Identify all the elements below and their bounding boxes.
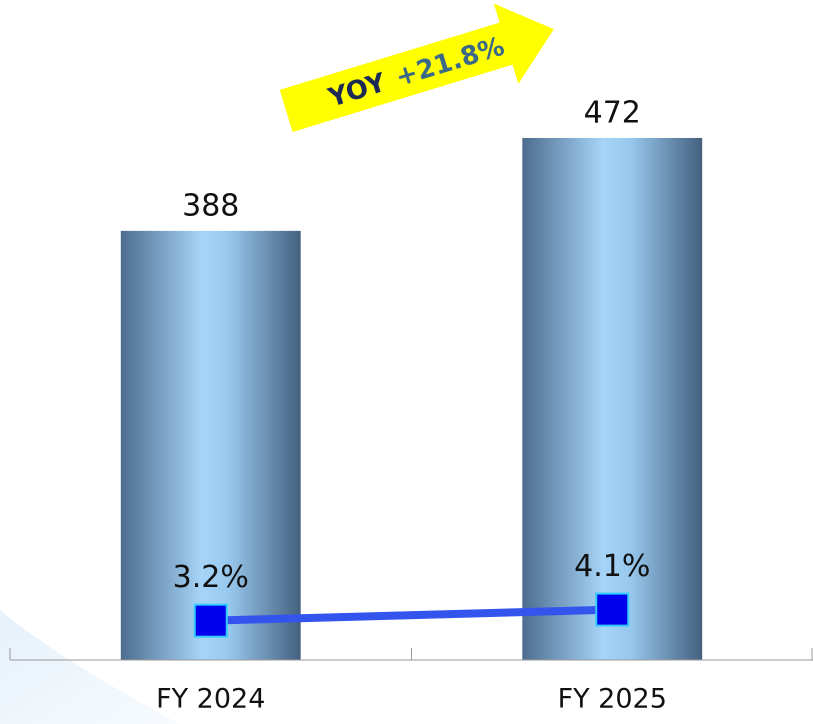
bar — [522, 137, 703, 660]
line — [210, 605, 613, 625]
background-swoosh — [0, 610, 180, 724]
bar — [120, 230, 301, 660]
plot: 388 FY 2024 472 FY 2025 3.2% 4.1% — [9, 95, 813, 715]
x-tick-label: FY 2025 — [558, 684, 667, 715]
line-value-label: 3.2% — [173, 560, 249, 595]
value-label: 388 — [182, 188, 239, 223]
x-tick-label: FY 2024 — [156, 684, 265, 715]
line-value-label: 4.1% — [574, 549, 650, 584]
line-marker — [595, 592, 630, 627]
line-marker — [193, 603, 228, 638]
yoy-arrow: YOY +21.8% — [279, 3, 554, 132]
value-label: 472 — [584, 95, 641, 130]
arrow-shape — [279, 3, 554, 132]
